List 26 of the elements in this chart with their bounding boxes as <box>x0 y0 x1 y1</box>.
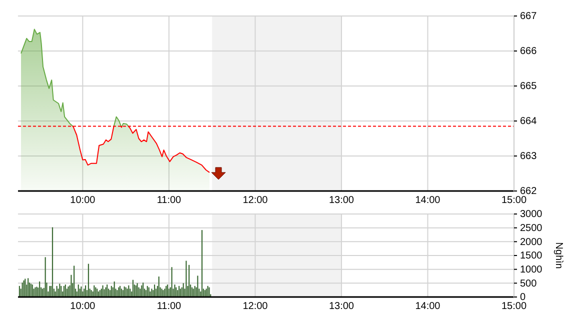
x-tick-label: 12:00 <box>242 195 268 206</box>
x-tick-label: 10:00 <box>70 301 96 312</box>
y-axis-title: Nghìn <box>553 242 564 269</box>
x-tick-label: 13:00 <box>328 195 354 206</box>
y-tick-label: 664 <box>520 116 538 128</box>
y-tick-label: 2000 <box>520 236 543 248</box>
y-tick-label: 665 <box>520 81 538 92</box>
x-tick-label: 12:00 <box>242 301 268 312</box>
x-tick-label: 13:00 <box>328 301 354 312</box>
y-tick-label: 667 <box>520 11 538 22</box>
y-tick-label: 662 <box>520 186 538 198</box>
y-tick-label: 1500 <box>520 250 543 262</box>
y-tick-label: 1000 <box>520 264 543 276</box>
y-tick-label: 666 <box>520 46 538 58</box>
x-tick-label: 11:00 <box>156 195 182 206</box>
x-tick-label: 11:00 <box>156 301 182 312</box>
x-tick-label: 15:00 <box>501 195 527 206</box>
x-tick-label: 15:00 <box>501 301 527 312</box>
y-tick-label: 3000 <box>520 209 543 220</box>
y-tick-label: 500 <box>520 278 538 290</box>
y-tick-label: 2500 <box>520 223 543 234</box>
x-tick-label: 10:00 <box>70 195 96 206</box>
y-tick-label: 663 <box>520 151 538 162</box>
y-tick-label: 0 <box>520 292 526 304</box>
x-tick-label: 14:00 <box>415 195 441 206</box>
x-tick-label: 14:00 <box>415 301 441 312</box>
